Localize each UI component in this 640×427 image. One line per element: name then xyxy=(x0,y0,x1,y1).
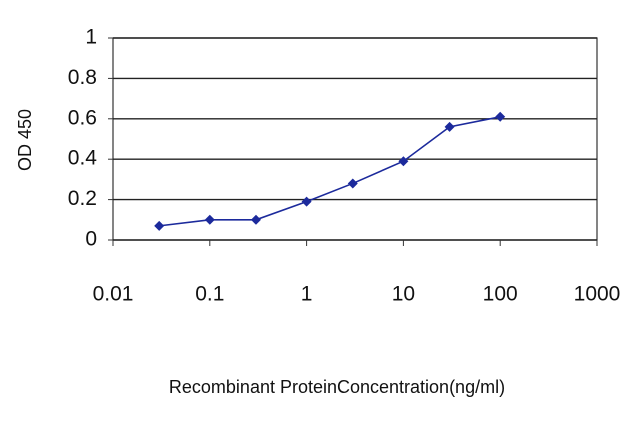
y-tick-label: 1 xyxy=(85,26,97,49)
y-tick-label: 0.6 xyxy=(68,106,97,129)
data-point xyxy=(301,196,312,207)
data-point xyxy=(444,121,455,132)
x-tick-label: 1000 xyxy=(574,283,621,306)
data-point xyxy=(398,156,409,167)
y-tick-label: 0.2 xyxy=(68,187,97,210)
x-tick-label: 1 xyxy=(301,283,313,306)
series-line xyxy=(159,115,501,227)
y-tick-label: 0 xyxy=(85,228,97,251)
x-tick-label: 10 xyxy=(392,283,415,306)
y-axis-label: OD 450 xyxy=(15,109,35,171)
x-tick-label: 100 xyxy=(483,283,518,306)
plot-area xyxy=(112,37,598,241)
y-tick-label: 0.8 xyxy=(68,66,97,89)
data-point xyxy=(154,220,165,231)
data-point xyxy=(347,178,358,189)
data-point xyxy=(250,214,261,225)
x-tick-label: 0.01 xyxy=(93,283,134,306)
y-tick-label: 0.4 xyxy=(68,147,98,170)
data-point xyxy=(495,111,506,122)
data-point xyxy=(204,214,215,225)
x-tick-label: 0.1 xyxy=(195,283,224,306)
x-axis-label: Recombinant ProteinConcentration(ng/ml) xyxy=(169,377,505,397)
